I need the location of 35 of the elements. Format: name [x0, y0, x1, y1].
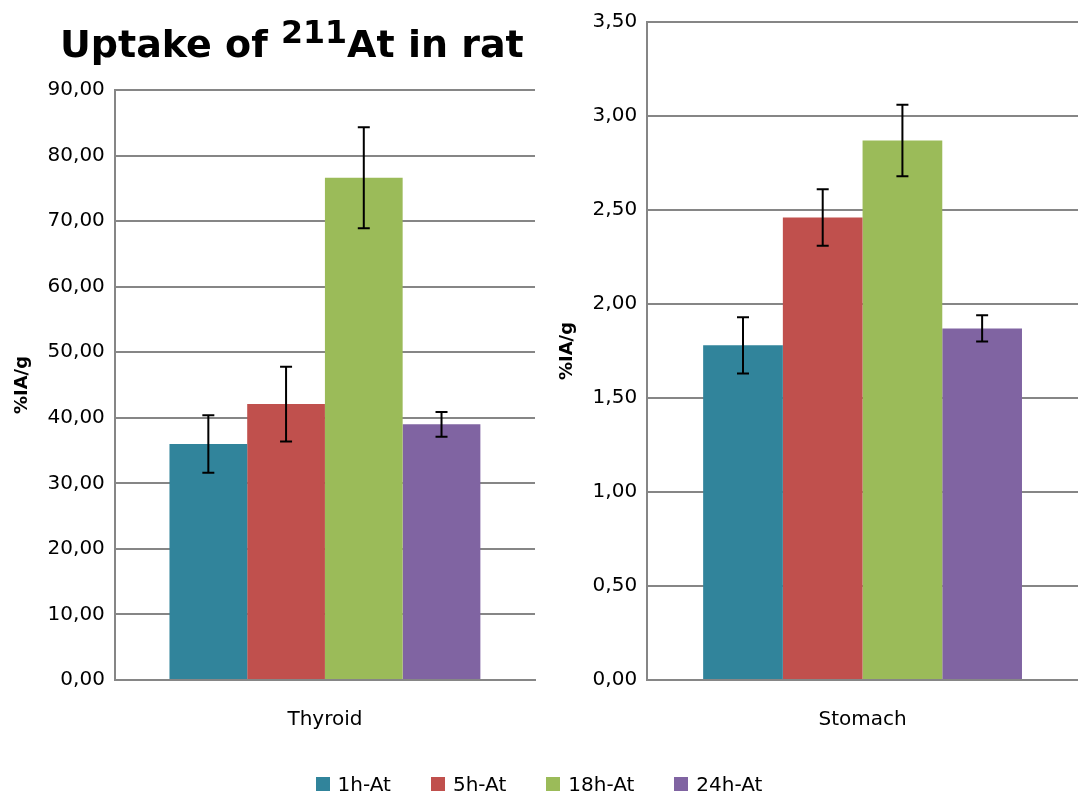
y-tick-label: 0,50	[592, 572, 638, 597]
legend-label: 18h-At	[568, 772, 635, 796]
y-tick-label: 60,00	[47, 272, 105, 297]
y-axis-title: %IA/g	[555, 321, 577, 381]
y-tick-label: 80,00	[47, 141, 105, 166]
x-tick-label: Stomach	[818, 706, 907, 731]
y-tick-label: 10,00	[47, 600, 105, 625]
y-tick-label: 0,00	[60, 666, 105, 691]
y-tick-label: 90,00	[47, 76, 105, 101]
legend-label: 5h-At	[452, 772, 507, 796]
bar	[324, 177, 403, 679]
y-tick-label: 70,00	[47, 207, 105, 232]
y-tick-label: 2,00	[592, 290, 638, 315]
y-tick-label: 0,00	[592, 666, 638, 691]
bar	[402, 424, 481, 679]
chart-title: Uptake of $^{211}$At in rat	[60, 14, 524, 66]
bar	[247, 404, 325, 679]
bar	[703, 345, 783, 679]
y-tick-label: 3,00	[592, 102, 638, 127]
y-axis-title: %IA/g	[10, 355, 32, 415]
bar	[862, 140, 943, 679]
bar	[942, 328, 1022, 679]
legend-label: 24h-At	[696, 772, 763, 796]
y-tick-label: 3,50	[592, 8, 638, 33]
y-tick-label: 40,00	[47, 403, 105, 428]
y-tick-label: 2,50	[592, 196, 638, 221]
y-tick-label: 30,00	[47, 469, 105, 494]
y-tick-label: 50,00	[47, 338, 105, 363]
y-tick-label: 20,00	[47, 535, 105, 560]
bar	[782, 217, 863, 679]
bar	[169, 444, 248, 679]
legend-label: 1h-At	[337, 772, 391, 796]
y-tick-label: 1,00	[592, 478, 638, 503]
x-tick-label: Thyroid	[286, 706, 363, 731]
y-tick-label: 1,50	[592, 384, 638, 409]
